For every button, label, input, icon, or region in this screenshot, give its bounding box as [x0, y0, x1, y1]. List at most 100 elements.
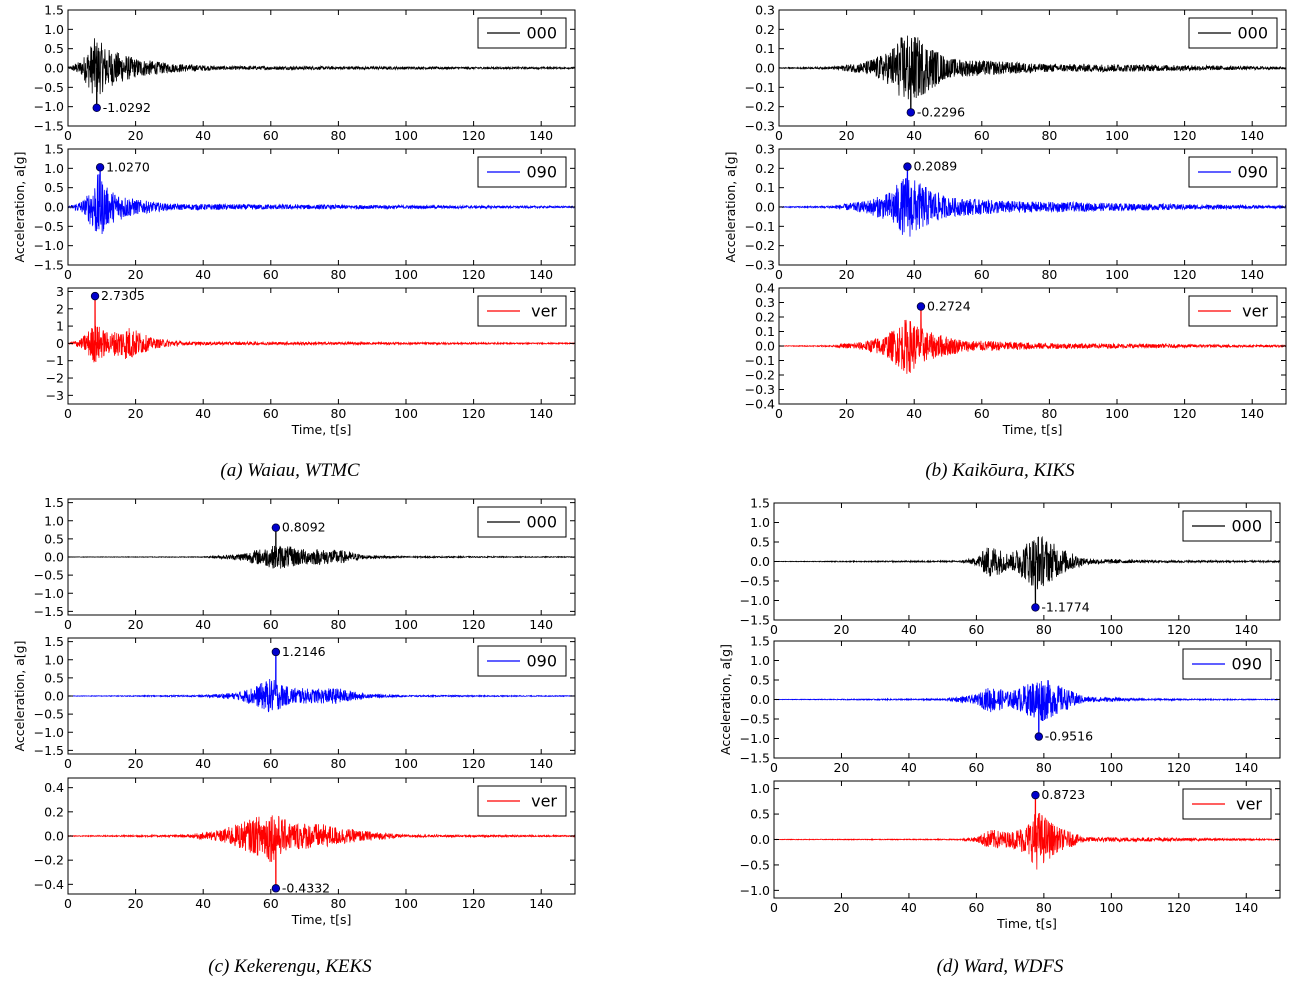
legend-090: 090	[477, 156, 567, 188]
x-tick-label: 40	[195, 617, 211, 632]
x-tick-label: 140	[529, 267, 553, 282]
peak-marker-000	[1031, 603, 1040, 612]
legend-000: 000	[1188, 17, 1278, 49]
x-tick-label: 100	[1105, 406, 1129, 421]
x-tick-label: 100	[394, 896, 418, 911]
y-tick-label: −0.1	[745, 353, 775, 368]
x-axis-label: Time, t[s]	[996, 916, 1057, 931]
y-tick-label: −1.0	[34, 99, 64, 114]
y-tick-label: −0.2	[745, 238, 775, 253]
x-tick-label: 100	[1105, 128, 1129, 143]
panel-ver: 2.7305 −3 −2 −1 0 1 2 3 0 20 40 60 80 100 120 140 ver	[46, 284, 576, 421]
y-tick-label: 1.0	[44, 652, 64, 667]
y-tick-label: 1.5	[44, 3, 64, 18]
y-tick-label: −0.4	[34, 877, 64, 892]
y-tick-label: 1.0	[750, 653, 770, 668]
y-tick-label: 0.5	[44, 41, 64, 56]
x-tick-label: 20	[128, 617, 144, 632]
x-tick-label: 40	[901, 900, 917, 915]
x-tick-label: 40	[195, 896, 211, 911]
x-tick-label: 60	[968, 900, 984, 915]
y-tick-label: 0.1	[755, 41, 775, 56]
legend-ver: ver	[477, 785, 567, 817]
y-tick-label: −1.5	[740, 751, 770, 766]
y-tick-label: −0.2	[745, 368, 775, 383]
x-tick-label: 120	[1173, 267, 1197, 282]
signal-line-090	[774, 680, 1280, 737]
y-tick-label: 1.0	[44, 513, 64, 528]
y-tick-label: −1.0	[740, 731, 770, 746]
y-tick-label: −1.5	[740, 613, 770, 628]
y-tick-label: 0.0	[44, 550, 64, 565]
legend-label: ver	[1242, 302, 1268, 321]
y-tick-label: 1	[56, 319, 64, 334]
x-tick-label: 0	[64, 617, 72, 632]
signal-line-ver	[68, 815, 575, 889]
peak-marker-ver	[1031, 790, 1040, 800]
peak-marker-000	[906, 108, 916, 117]
signal-line-ver	[779, 306, 1286, 374]
x-tick-label: 120	[462, 617, 486, 632]
signal-line-ver	[68, 296, 575, 363]
x-tick-label: 0	[64, 896, 72, 911]
legend-box	[477, 506, 567, 538]
x-tick-label: 0	[64, 406, 72, 421]
y-tick-label: 0.0	[755, 61, 775, 76]
peak-label-ver: -0.4332	[282, 880, 330, 895]
signal-line-000	[68, 527, 575, 569]
y-tick-label: −1.0	[34, 238, 64, 253]
legend-090: 090	[1188, 156, 1278, 188]
peak-label-000: -1.0292	[103, 100, 151, 115]
x-tick-label: 80	[1036, 900, 1052, 915]
y-tick-label: −0.2	[745, 99, 775, 114]
x-tick-label: 40	[195, 128, 211, 143]
y-tick-label: −0.5	[740, 574, 770, 589]
x-tick-label: 20	[839, 267, 855, 282]
y-tick-label: −0.5	[34, 707, 64, 722]
x-tick-label: 20	[839, 128, 855, 143]
panel-000: -1.1774 −1.5 −1.0 −0.5 0.0 0.5 1.0 1.5 0 20 40 60 80…	[740, 496, 1281, 637]
x-tick-label: 60	[974, 128, 990, 143]
panel-090: 0.2089 −0.3 −0.2 −0.1 0.0 0.1 0.2 0.3 0 20 40 60 80 1…	[745, 142, 1287, 282]
subfigure-caption: (d) Ward, WDFS	[937, 956, 1064, 977]
y-tick-label: 0.5	[750, 673, 770, 688]
peak-label-000: 0.8092	[282, 520, 326, 535]
x-tick-label: 20	[834, 622, 850, 637]
legend-label: 090	[526, 652, 557, 671]
x-tick-label: 80	[330, 756, 346, 771]
x-tick-label: 0	[64, 756, 72, 771]
y-tick-label: −2	[46, 371, 64, 386]
x-tick-label: 140	[529, 896, 553, 911]
y-tick-label: 0.2	[755, 310, 775, 325]
subfigure-caption: (a) Waiau, WTMC	[220, 460, 359, 481]
x-tick-label: 120	[1173, 406, 1197, 421]
x-tick-label: 100	[394, 406, 418, 421]
y-tick-label: 1.5	[750, 496, 770, 511]
x-tick-label: 80	[1041, 128, 1057, 143]
y-axis-label: Acceleration, a[g]	[12, 152, 27, 263]
peak-marker-090	[1034, 732, 1044, 741]
y-tick-label: 0.0	[750, 554, 770, 569]
x-tick-label: 0	[770, 760, 778, 775]
x-tick-label: 140	[529, 128, 553, 143]
x-tick-label: 120	[1167, 622, 1191, 637]
x-tick-label: 60	[974, 406, 990, 421]
x-tick-label: 60	[263, 267, 279, 282]
y-tick-label: 0.2	[755, 22, 775, 37]
y-axis-label: Acceleration, a[g]	[718, 644, 733, 755]
x-tick-label: 40	[195, 267, 211, 282]
signal-line-090	[779, 166, 1286, 237]
x-tick-label: 80	[330, 896, 346, 911]
peak-marker-000	[271, 523, 281, 532]
y-tick-label: 1.0	[44, 22, 64, 37]
x-tick-label: 100	[394, 267, 418, 282]
x-axis-label: Time, t[s]	[291, 912, 352, 927]
y-tick-label: 1.0	[750, 515, 770, 530]
panel-000: 0.8092 −1.5 −1.0 −0.5 0.0 0.5 1.0 1.5 0 20 40 60 80 1…	[34, 495, 576, 632]
y-tick-label: −3	[46, 388, 64, 403]
x-tick-label: 140	[1240, 128, 1264, 143]
axes-frame	[67, 287, 576, 405]
legend-090: 090	[1182, 648, 1272, 680]
x-tick-label: 140	[1234, 622, 1258, 637]
